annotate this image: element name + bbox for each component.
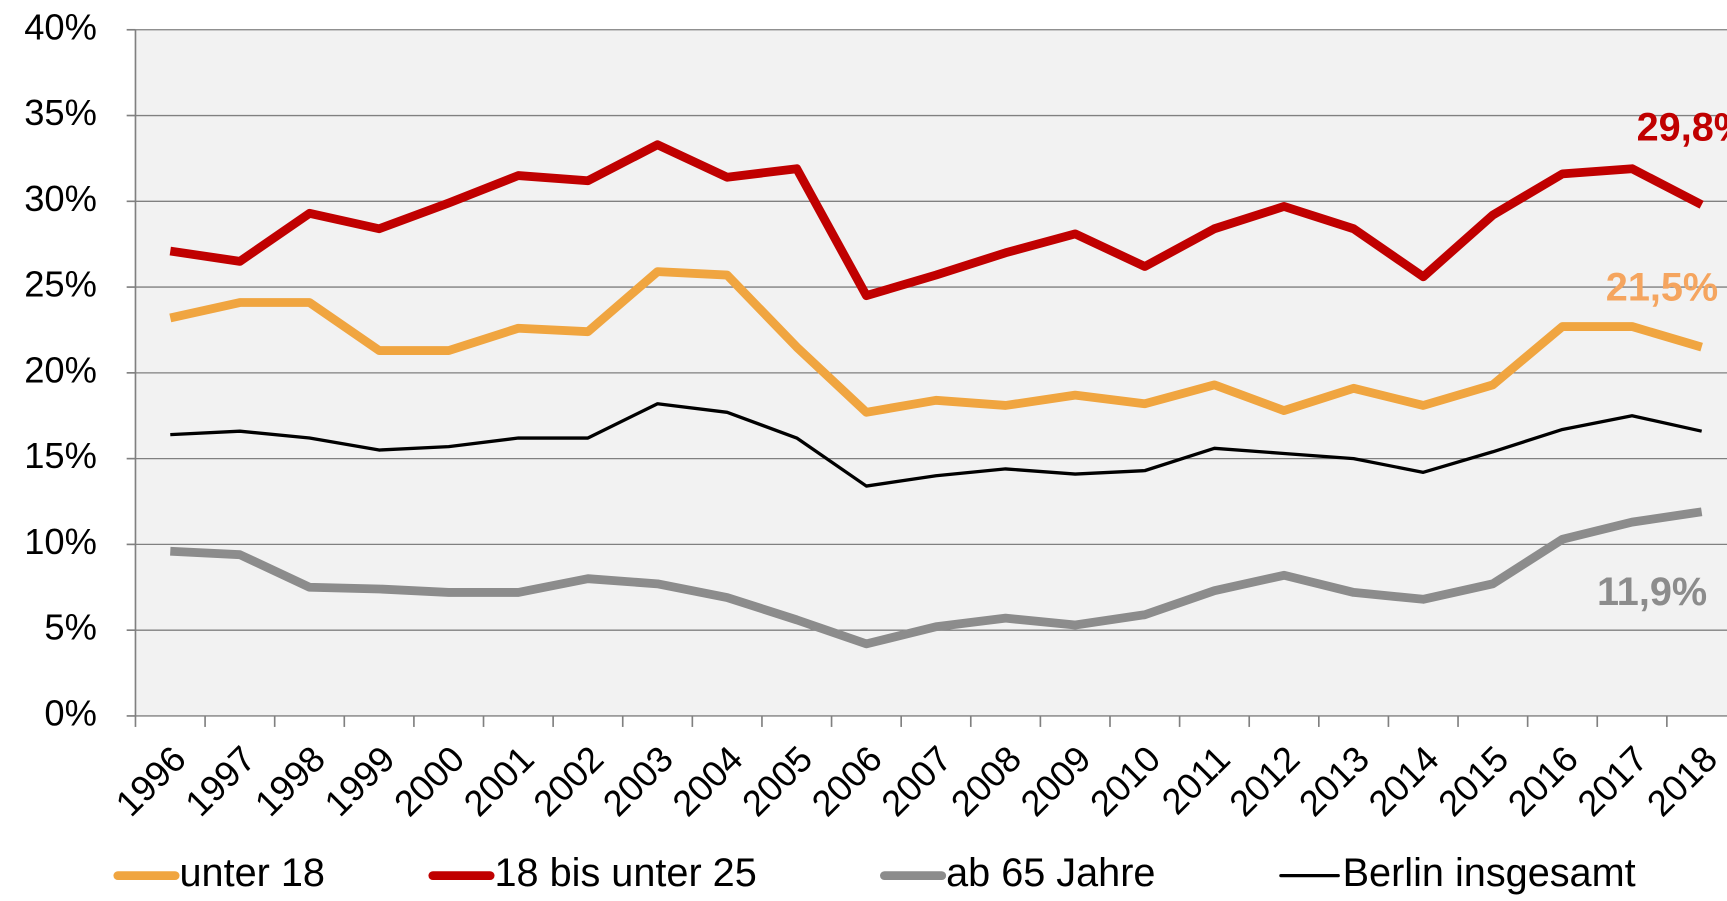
series-line	[170, 507, 1703, 649]
x-tick-label: 2009	[1012, 738, 1098, 824]
legend-label: 18 bis unter 25	[495, 851, 757, 895]
x-tick-label: 2004	[664, 738, 750, 824]
legend-label: Berlin insgesamt	[1343, 851, 1636, 895]
legend-label: unter 18	[180, 851, 325, 895]
x-tick-label: 2008	[943, 738, 1029, 824]
y-tick-label: 5%	[44, 607, 97, 648]
x-tick-label: 2005	[734, 738, 820, 824]
y-tick-label: 25%	[24, 264, 97, 305]
y-tick-label: 20%	[24, 349, 97, 390]
x-tick-label: 2010	[1082, 738, 1168, 824]
x-tick-label: 2007	[873, 738, 959, 824]
value-label: 21,5%	[1606, 265, 1718, 309]
x-tick-label: 2013	[1291, 738, 1377, 824]
x-tick-label: 1997	[177, 738, 263, 824]
x-tick-label: 2014	[1361, 738, 1447, 824]
value-label: 29,8%	[1637, 105, 1727, 149]
y-tick-label: 0%	[44, 693, 97, 734]
y-tick-label: 15%	[24, 435, 97, 476]
x-tick-label: 2003	[595, 738, 681, 824]
x-tick-label: 2016	[1500, 738, 1586, 824]
x-tick-label: 2018	[1639, 738, 1725, 824]
x-tick-label: 2015	[1430, 738, 1516, 824]
series-line	[169, 140, 1704, 301]
series-line	[169, 267, 1703, 417]
y-tick-label: 30%	[24, 178, 97, 219]
y-tick-label: 10%	[24, 521, 97, 562]
x-tick-label: 2000	[386, 738, 472, 824]
legend-label: ab 65 Jahre	[946, 851, 1155, 895]
x-tick-label: 2006	[804, 738, 890, 824]
x-tick-label: 2001	[456, 738, 542, 824]
series-line	[170, 402, 1703, 488]
x-tick-label: 2017	[1569, 738, 1655, 824]
x-tick-label: 2012	[1221, 738, 1307, 824]
x-tick-label: 2002	[525, 738, 611, 824]
y-tick-label: 40%	[24, 6, 97, 47]
x-tick-label: 2011	[1154, 738, 1238, 822]
value-label: 11,9%	[1597, 570, 1707, 614]
x-tick-label: 1998	[247, 738, 333, 824]
x-tick-label: 1996	[108, 738, 194, 824]
x-tick-label: 1999	[316, 738, 402, 824]
y-tick-label: 35%	[24, 92, 97, 133]
